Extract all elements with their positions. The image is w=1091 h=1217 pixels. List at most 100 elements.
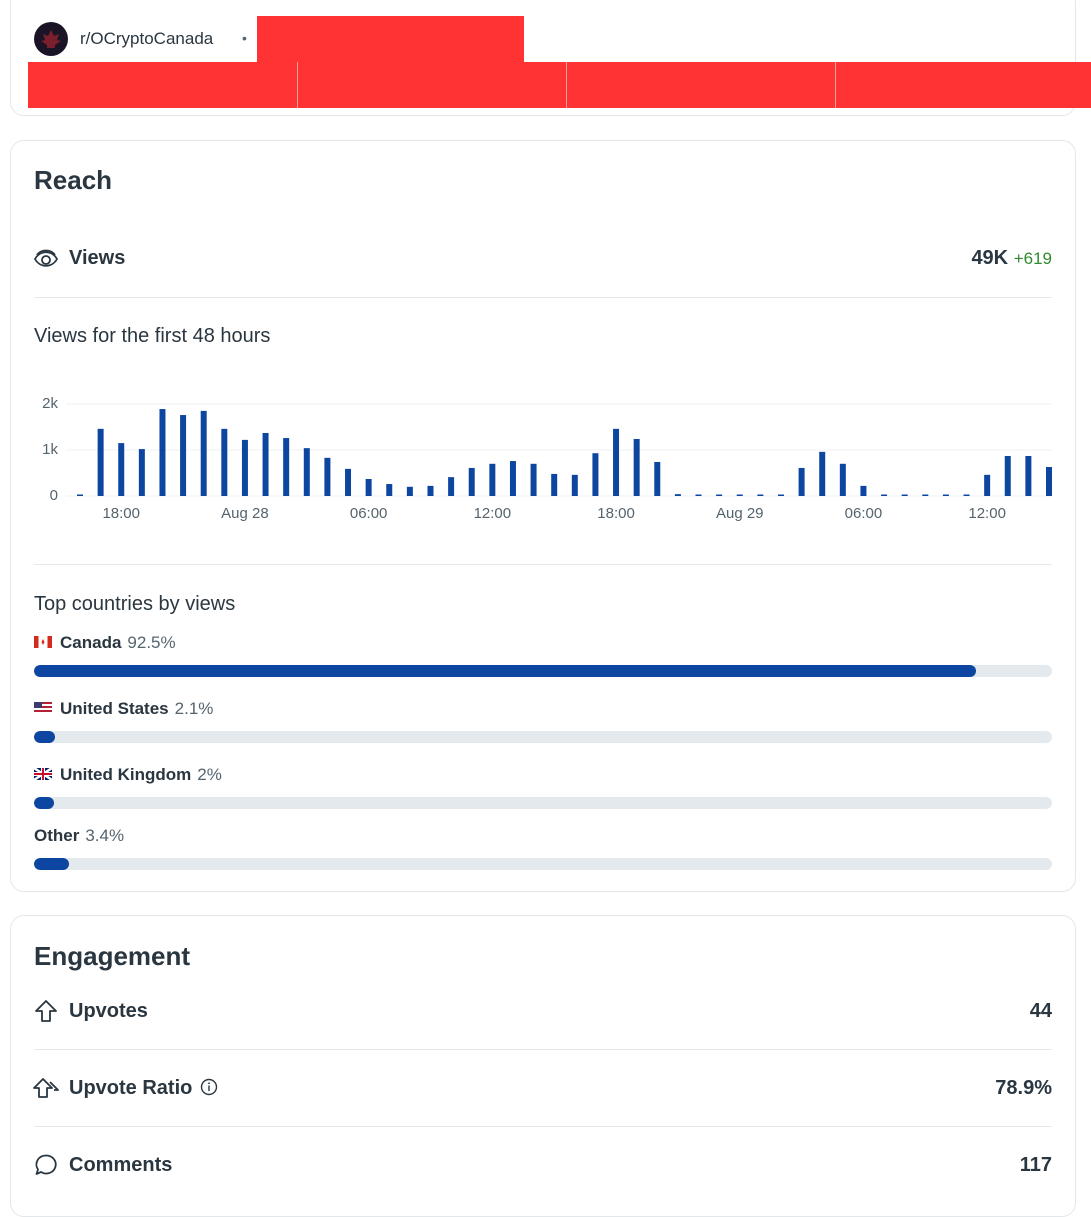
- bar: [241, 439, 248, 496]
- x-tick-label: 06:00: [350, 505, 388, 522]
- bar: [427, 485, 434, 496]
- bar: [468, 467, 475, 496]
- views-delta: +619: [1013, 249, 1052, 268]
- bar: [798, 467, 805, 496]
- bar: [1004, 455, 1011, 496]
- row-label-text: Upvote Ratio: [69, 1077, 193, 1099]
- upvote-icon: [35, 1000, 57, 1022]
- row-label: Upvotes: [69, 1000, 148, 1022]
- bar: [901, 494, 908, 496]
- bar: [1025, 455, 1032, 496]
- country-label: United Kingdom 2%: [33, 765, 222, 785]
- x-tick-label: 12:00: [474, 505, 512, 522]
- bar: [736, 494, 743, 496]
- x-tick-label: 12:00: [968, 505, 1006, 522]
- separator-line: [34, 564, 1052, 565]
- y-tick-label: 2k: [42, 395, 58, 412]
- share-track: [34, 665, 1052, 677]
- avatar[interactable]: [33, 21, 69, 57]
- bar: [386, 484, 393, 496]
- section-title: Reach: [34, 165, 113, 195]
- x-tick-label: Aug 29: [716, 505, 764, 522]
- country-name: United States: [60, 699, 169, 718]
- separator-line: [34, 1049, 1052, 1050]
- share-bar: [34, 858, 69, 870]
- views-stat: 49K +619: [971, 247, 1052, 270]
- community-name[interactable]: r/OCryptoCanada: [80, 29, 214, 48]
- info-icon[interactable]: [200, 1078, 218, 1096]
- bar: [448, 477, 455, 496]
- bar: [138, 449, 145, 496]
- flag-icon: [34, 702, 52, 714]
- row-value: 44: [1029, 1000, 1052, 1022]
- redaction: [257, 16, 524, 62]
- share-track: [34, 731, 1052, 743]
- bar: [942, 494, 949, 496]
- bar: [881, 494, 888, 496]
- x-tick-label: Aug 28: [221, 505, 269, 522]
- bar: [922, 494, 929, 496]
- row-label: Comments: [69, 1154, 173, 1176]
- section-title: Engagement: [34, 941, 191, 971]
- bar: [200, 410, 207, 496]
- x-tick-label: 18:00: [102, 505, 140, 522]
- bar: [860, 485, 867, 496]
- bar: [283, 438, 290, 496]
- country-name: Canada: [60, 633, 122, 652]
- bar: [592, 453, 599, 496]
- bar: [819, 451, 826, 496]
- bar: [262, 432, 269, 496]
- bar: [757, 494, 764, 496]
- bar: [654, 461, 661, 496]
- country-share: 2.1%: [174, 699, 214, 718]
- flag-icon: [33, 766, 53, 782]
- bar: [716, 494, 723, 496]
- bar: [674, 494, 681, 496]
- views-chart: 0 1k 2k 18:00 Aug 28 06:00 12:00 18:00 Aug 29 06:…: [42, 395, 1052, 522]
- x-tick-label: 18:00: [597, 505, 635, 522]
- bar: [118, 443, 125, 496]
- row-value: 117: [1019, 1154, 1052, 1176]
- x-tick-label: 06:00: [845, 505, 883, 522]
- country-share: 3.4%: [85, 826, 125, 845]
- bar: [633, 438, 640, 496]
- row-label: Upvote Ratio: [69, 1077, 218, 1100]
- separator-line: [34, 1126, 1052, 1127]
- bar: [221, 428, 228, 496]
- country-label: Canada 92.5%: [34, 633, 176, 653]
- separator-line: [34, 297, 1052, 298]
- country-label: Other 3.4%: [34, 826, 124, 846]
- share-bar: [34, 797, 55, 809]
- countries-title: Top countries by views: [34, 593, 236, 615]
- row-value: 78.9%: [995, 1077, 1052, 1099]
- bar: [303, 448, 310, 496]
- bar: [180, 415, 187, 496]
- bar: [1046, 467, 1052, 496]
- share-bar: [34, 665, 976, 677]
- header-card: [10, 0, 1076, 116]
- divider: [297, 62, 298, 108]
- y-tick-label: 1k: [42, 441, 58, 458]
- bar: [406, 486, 413, 496]
- bar: [530, 463, 537, 496]
- bar: [345, 468, 352, 496]
- bar: [77, 494, 83, 496]
- share-bar: [34, 731, 56, 743]
- bar: [571, 474, 578, 496]
- bar: [509, 461, 516, 496]
- bar: [839, 463, 846, 496]
- bar: [963, 494, 970, 496]
- share-track: [34, 858, 1052, 870]
- bar: [551, 473, 558, 496]
- views-value: 49K: [971, 247, 1009, 269]
- views-label: Views: [69, 247, 126, 269]
- upvote-ratio-icon: [33, 1078, 59, 1098]
- country-label: United States 2.1%: [34, 699, 213, 719]
- country-share: 2%: [197, 765, 222, 784]
- bar: [159, 409, 166, 496]
- chart-title: Views for the first 48 hours: [34, 325, 271, 347]
- share-track: [34, 797, 1052, 809]
- country-name: United Kingdom: [60, 765, 192, 784]
- bar: [613, 428, 620, 496]
